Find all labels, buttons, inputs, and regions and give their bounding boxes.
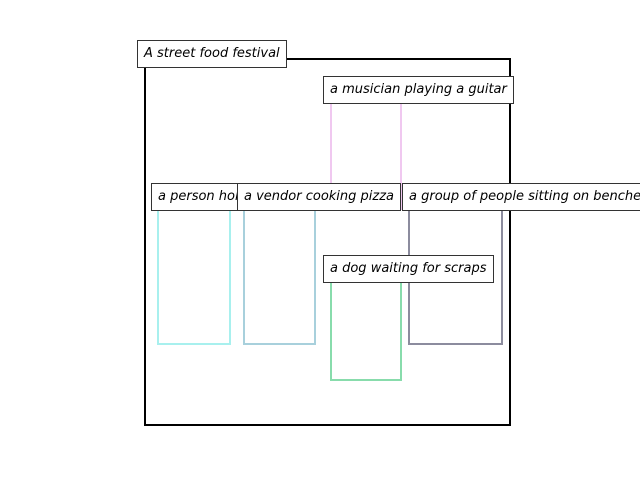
dog-label: a dog waiting for scraps <box>323 255 494 283</box>
vendor-label: a vendor cooking pizza <box>237 183 402 211</box>
person-box <box>157 196 231 345</box>
dog-box <box>330 268 402 381</box>
vendor-box <box>243 196 316 345</box>
scene-box <box>144 58 511 426</box>
group-label: a group of people sitting on benches <box>402 183 640 211</box>
musician-label: a musician playing a guitar <box>323 76 514 104</box>
scene-title-label: A street food festival <box>137 40 287 68</box>
